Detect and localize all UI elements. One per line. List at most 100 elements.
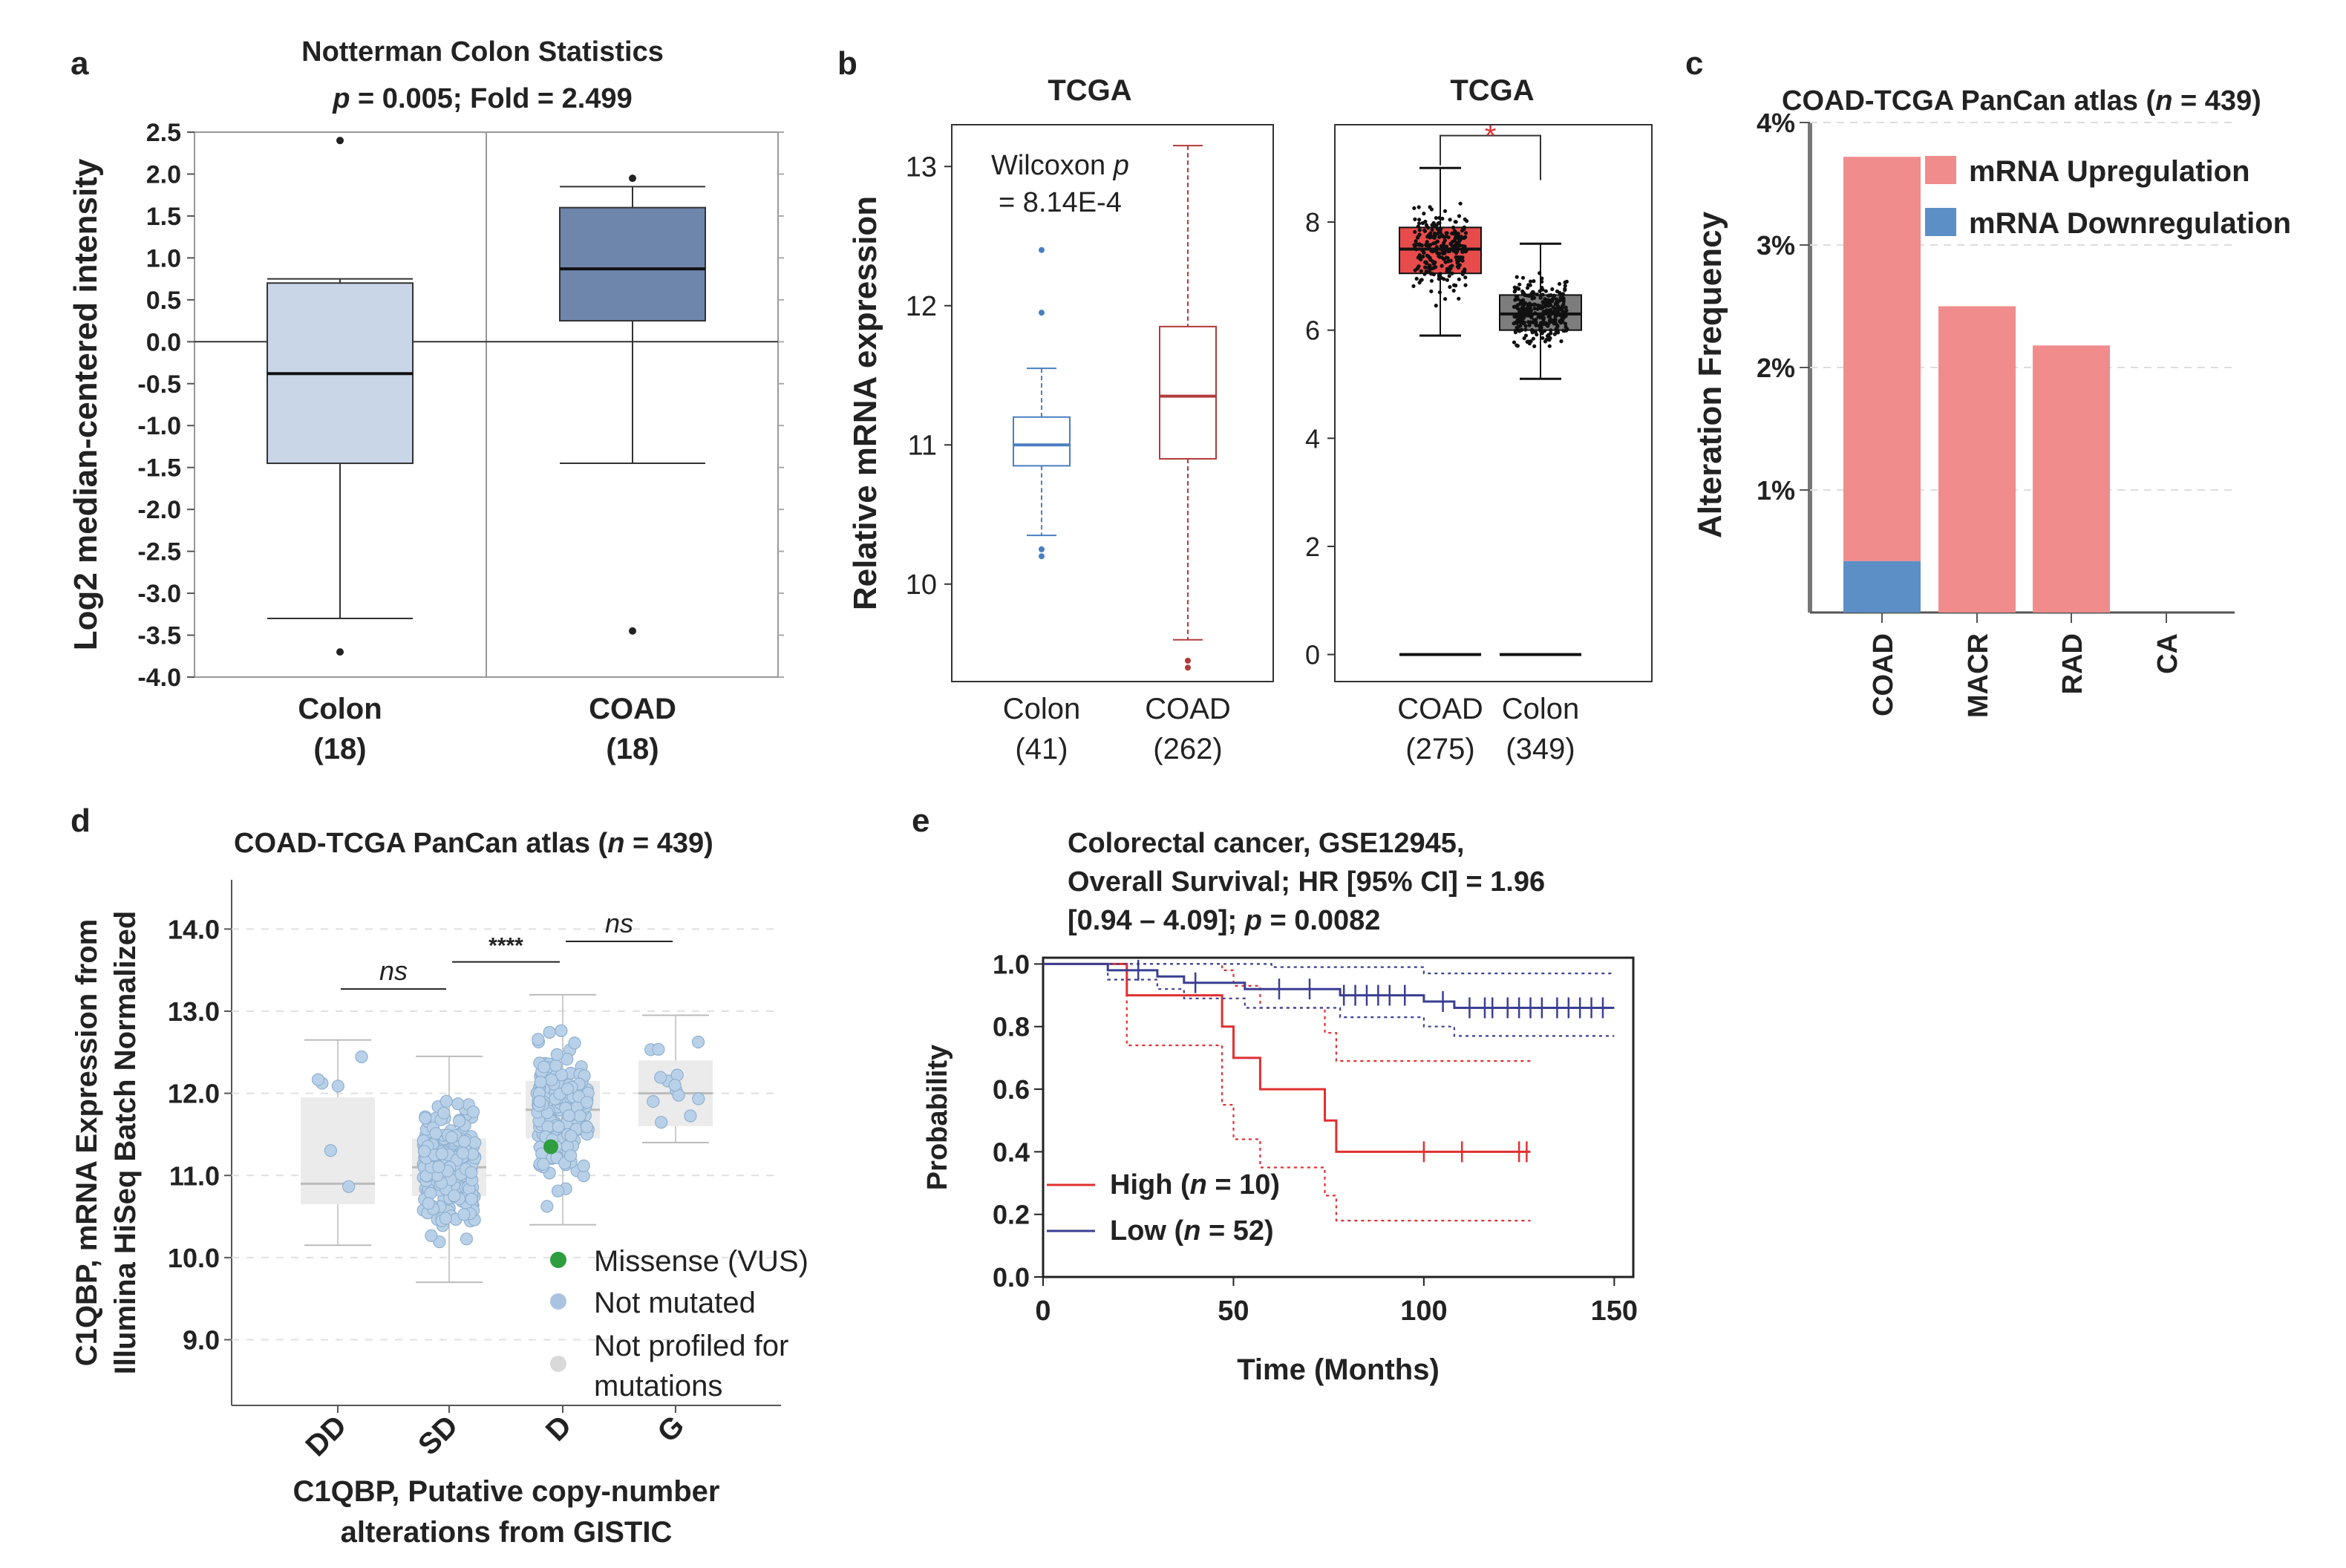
panel-b2-point	[1456, 255, 1461, 260]
panel-d-point	[580, 1096, 594, 1109]
panel-b2-point	[1448, 218, 1452, 222]
panel-b2-point	[1457, 214, 1462, 218]
panel-b2-point	[1549, 307, 1553, 312]
panel-d-point	[647, 1094, 660, 1108]
panel-e-legend-label-high-part: High (	[1110, 1169, 1190, 1200]
panel-b2-point	[1414, 239, 1418, 244]
panel-label-d: d	[71, 803, 91, 839]
panel-a-ytick-label: -0.5	[137, 370, 181, 399]
panel-d-point	[451, 1097, 465, 1111]
panel-d-point	[568, 1036, 581, 1050]
panel-b2-ytick-label: 6	[1305, 316, 1320, 346]
panel-d-point	[432, 1160, 445, 1174]
panel-e-title-line1: Colorectal cancer, GSE12945,	[1068, 828, 1464, 859]
panel-e-ytick-label: 0.4	[993, 1137, 1030, 1167]
panel-b2-point	[1544, 298, 1549, 302]
panel-c-xtick-label: RAD	[2057, 633, 2088, 694]
panel-b2-point	[1428, 266, 1432, 270]
panel-b2-point	[1441, 251, 1445, 255]
panel-b1-outlier	[1039, 553, 1045, 560]
panel-b2-point	[1520, 313, 1526, 318]
panel-label-b: b	[837, 45, 857, 82]
panel-e-legend-label-high-part: = 10)	[1207, 1169, 1280, 1200]
panel-b2-point	[1426, 255, 1431, 259]
panel-b2-point	[1440, 216, 1445, 221]
panel-d-point	[435, 1147, 448, 1160]
panel-label-a: a	[71, 45, 89, 82]
panel-d-ylabel-line1: C1QBP, mRNA Expression from	[71, 919, 103, 1366]
panel-b2-point	[1540, 279, 1544, 284]
panel-a-ytick-label: 1.5	[146, 203, 181, 231]
panel-d-point	[452, 1114, 466, 1128]
panel-b2-point	[1445, 278, 1449, 282]
panel-b2-point	[1425, 261, 1429, 266]
panel-d-point	[466, 1105, 480, 1119]
panel-b2-point	[1434, 223, 1439, 227]
panel-e-xlabel: Time (Months)	[1237, 1353, 1440, 1386]
panel-e-ytick-label: 0.0	[993, 1262, 1030, 1293]
panel-b2-point	[1439, 244, 1443, 249]
panel-c-ytick-label: 4%	[1757, 108, 1795, 138]
panel-b2-point	[1535, 293, 1540, 297]
panel-d-xtick-label: G	[651, 1409, 690, 1448]
panel-d-point	[465, 1166, 478, 1179]
panel-b2-point	[1448, 267, 1453, 271]
panel-b2-point	[1513, 321, 1517, 325]
panel-b2-point	[1551, 305, 1555, 310]
panel-b2-sig-bracket	[1440, 134, 1541, 180]
panel-b2-point	[1549, 331, 1553, 336]
panel-b2-point	[1419, 269, 1423, 273]
panel-a-outlier	[629, 174, 636, 183]
panel-b1-annotation-line1-part: p	[1113, 150, 1129, 181]
panel-a-ylabel: Log2 median-centered intensity	[68, 158, 104, 650]
panel-d-point	[457, 1208, 471, 1221]
panel-b2-point	[1419, 278, 1423, 283]
panel-b2-point	[1523, 324, 1528, 328]
panel-b2-point	[1543, 310, 1548, 314]
panel-b1-xlabel-n: (262)	[1153, 733, 1222, 765]
panel-b1-outlier	[1039, 246, 1045, 253]
panel-e-xtick-label: 150	[1591, 1296, 1638, 1327]
panel-b2-point	[1442, 209, 1448, 213]
panel-a-ytick-label: -2.5	[137, 538, 181, 566]
panel-b2-point	[1517, 311, 1521, 316]
panel-b2-point	[1451, 225, 1456, 230]
panel-b2-point	[1552, 332, 1557, 336]
panel-b2-point	[1428, 235, 1432, 239]
panel-d-point	[562, 1108, 576, 1123]
panel-b2-point	[1563, 321, 1568, 326]
panel-b2-point	[1551, 310, 1555, 315]
panel-b2-point	[1463, 235, 1468, 239]
panel-b2-point	[1418, 256, 1422, 261]
panel-d-point	[552, 1120, 565, 1134]
panel-b2-point	[1553, 318, 1558, 322]
panel-b2-point	[1513, 330, 1518, 335]
panel-d-ytick-label: 13.0	[168, 996, 220, 1027]
panel-a-ytick-label: 1.0	[146, 244, 181, 272]
panel-d-point	[448, 1189, 461, 1203]
panel-b2-point	[1540, 300, 1545, 304]
panel-b1-annotation-line1: Wilcoxon p	[991, 150, 1129, 181]
panel-e-curve-low	[1043, 962, 1615, 1009]
panel-b2-point	[1455, 244, 1460, 249]
panel-e-title-line3: [0.94 – 4.09]; p = 0.0082	[1068, 905, 1380, 936]
panel-b2-point	[1464, 249, 1468, 253]
panel-d-point	[580, 1120, 594, 1134]
panel-b2-point	[1543, 339, 1548, 344]
panel-b2-point	[1429, 278, 1434, 283]
panel-d-point	[555, 1068, 569, 1082]
panel-b2-point	[1532, 344, 1537, 348]
panel-d-comparison-label: ****	[489, 934, 523, 958]
panel-d-box	[301, 1097, 375, 1204]
panel-b2-point	[1517, 282, 1522, 287]
panel-d-point	[465, 1192, 478, 1206]
panel-b2-title: TCGA	[1450, 74, 1534, 107]
panel-a-xlabel-n: (18)	[606, 733, 659, 765]
panel-d-point	[684, 1109, 697, 1123]
panel-a: Notterman Colon Statistics p = 0.005; Fol…	[68, 36, 784, 765]
panel-b1: TCGA 13 12 11 10 Relative mRNA expression Wilc…	[847, 74, 1274, 765]
panel-b2-point	[1565, 327, 1569, 331]
panel-d-xlabel-line1: C1QBP, Putative copy-number	[293, 1475, 720, 1508]
panel-b1-ytick-label: 13	[906, 151, 937, 183]
